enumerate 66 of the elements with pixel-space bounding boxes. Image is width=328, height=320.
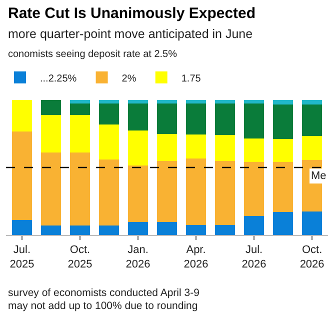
bar — [70, 103, 90, 115]
bar — [40, 114, 62, 153]
bar — [302, 136, 322, 160]
x-tick-label: Oct. 2026 — [300, 244, 324, 270]
bar — [214, 100, 236, 104]
bar — [156, 222, 178, 235]
x-tick-label: Apr. 2026 — [184, 244, 208, 270]
bar — [156, 100, 178, 104]
x-tick-label: Jul. 2026 — [242, 244, 266, 270]
bar — [40, 226, 62, 235]
text: survey of economists conducted April 3-9 — [8, 287, 200, 299]
bar — [244, 162, 264, 216]
bar — [12, 220, 32, 235]
bar — [40, 100, 62, 115]
legend-label: ...2.25% — [40, 73, 77, 84]
bar — [244, 103, 264, 138]
legend-title: conomists seeing deposit rate at 2.5% — [8, 49, 178, 60]
bar — [244, 216, 264, 235]
bar — [214, 103, 236, 136]
bar — [186, 103, 206, 134]
bar — [272, 104, 294, 140]
chart-subtitle: more quarter-point move anticipated in June — [8, 27, 253, 41]
bar — [272, 139, 294, 162]
bar — [302, 100, 322, 105]
chart-title: Rate Cut Is Unanimously Expected — [8, 5, 256, 22]
x-tick-label: Jul. 2025 — [10, 244, 34, 270]
bar — [128, 103, 148, 130]
bar — [156, 134, 178, 161]
bar — [98, 103, 120, 124]
bar — [128, 222, 148, 235]
bar — [128, 165, 148, 222]
bar — [302, 104, 322, 136]
x-tick-label: Jan. 2026 — [126, 244, 150, 270]
bar — [244, 100, 264, 104]
bar — [272, 212, 294, 235]
bar — [186, 134, 206, 159]
bar — [186, 100, 206, 104]
bar — [128, 100, 148, 104]
bar — [214, 224, 236, 235]
legend-label: 1.75 — [181, 73, 202, 84]
bar — [70, 100, 90, 104]
bar — [272, 100, 294, 105]
bar — [12, 132, 32, 220]
bar — [214, 135, 236, 161]
bar — [98, 124, 120, 160]
x-tick-label: Oct. 2025 — [68, 244, 92, 270]
text: may not add up to 100% due to rounding — [8, 300, 198, 312]
bar — [70, 152, 90, 226]
bar — [70, 226, 90, 235]
bar — [98, 100, 120, 104]
bar — [40, 152, 62, 226]
bar — [156, 103, 178, 134]
bar — [156, 160, 178, 222]
bar — [272, 162, 294, 212]
bar — [186, 158, 206, 225]
bar — [186, 224, 206, 235]
ref-line-label: Me — [311, 170, 326, 182]
bar — [128, 130, 148, 166]
bar — [302, 211, 322, 235]
bar — [12, 100, 32, 132]
bar — [244, 138, 264, 162]
legend-label: 2% — [122, 73, 136, 84]
bar — [214, 160, 236, 225]
bar — [98, 159, 120, 226]
bar — [70, 114, 90, 153]
bar — [98, 226, 120, 235]
